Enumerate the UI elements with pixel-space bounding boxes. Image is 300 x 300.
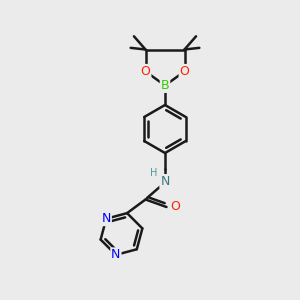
Text: H: H (150, 168, 157, 178)
Text: N: N (101, 212, 111, 225)
Text: O: O (180, 65, 189, 78)
Text: N: N (160, 175, 170, 188)
Text: N: N (111, 248, 121, 261)
Text: B: B (161, 79, 169, 92)
Text: O: O (141, 65, 150, 78)
Text: O: O (170, 200, 180, 214)
